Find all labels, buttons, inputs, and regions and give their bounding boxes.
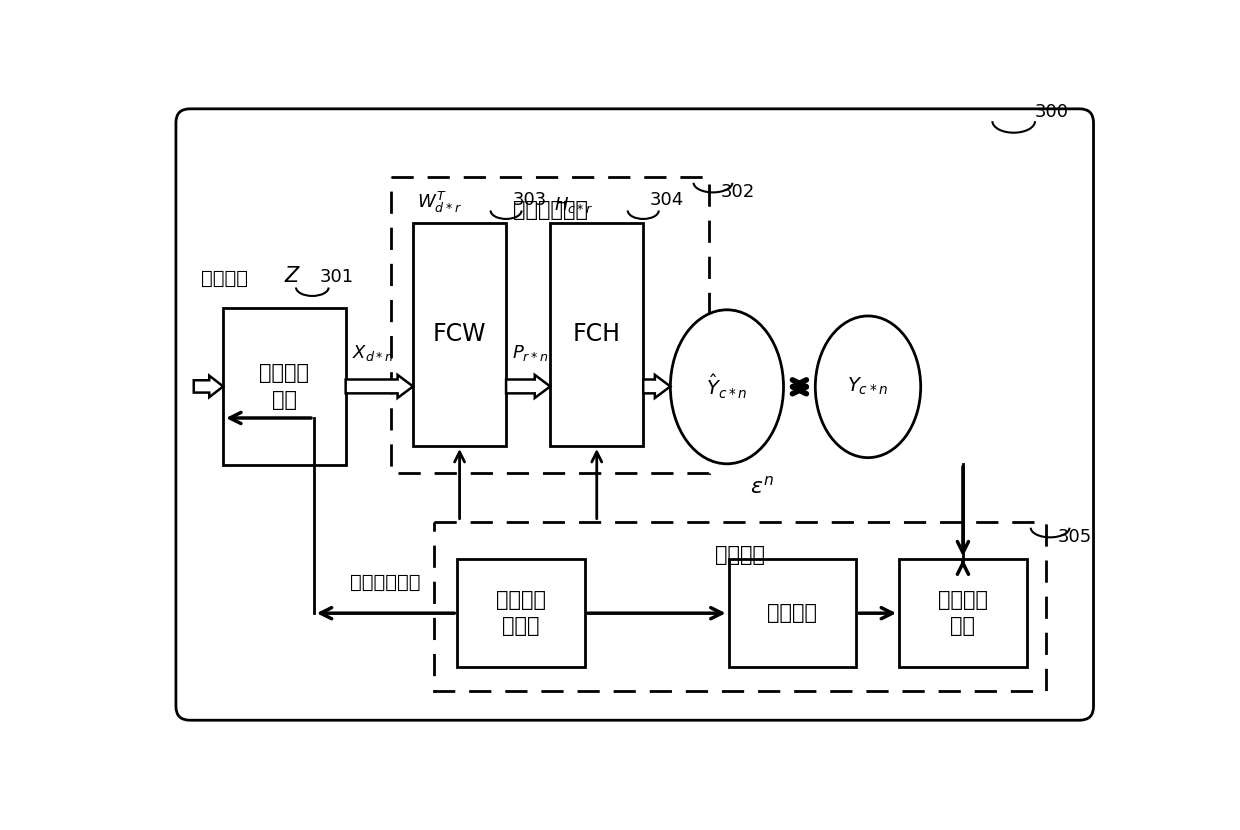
Polygon shape xyxy=(193,376,223,398)
Text: $X_{d*n}$: $X_{d*n}$ xyxy=(352,344,393,364)
Text: 303: 303 xyxy=(512,191,547,209)
Text: 特征提取
网络: 特征提取 网络 xyxy=(259,364,310,410)
Bar xyxy=(899,559,1027,667)
Text: 特征映射网络: 特征映射网络 xyxy=(513,200,588,220)
Text: $Z$: $Z$ xyxy=(284,266,301,286)
Text: 302: 302 xyxy=(720,183,755,201)
Ellipse shape xyxy=(816,316,920,457)
Bar xyxy=(551,222,644,446)
Text: 301: 301 xyxy=(320,268,353,286)
Text: 计算梯度: 计算梯度 xyxy=(768,603,817,623)
Polygon shape xyxy=(506,375,551,398)
Bar xyxy=(434,521,1047,691)
Text: 计算权值
更新量: 计算权值 更新量 xyxy=(496,590,546,637)
Text: 计算优化
函数: 计算优化 函数 xyxy=(937,590,988,637)
Text: 304: 304 xyxy=(650,191,683,209)
Text: 300: 300 xyxy=(1034,103,1069,121)
Text: 305: 305 xyxy=(1058,528,1092,545)
Text: 更新权值参数: 更新权值参数 xyxy=(351,573,420,592)
Text: $\hat{Y}_{c*n}$: $\hat{Y}_{c*n}$ xyxy=(707,373,748,401)
Bar xyxy=(729,559,857,667)
Polygon shape xyxy=(346,375,413,398)
FancyBboxPatch shape xyxy=(176,109,1094,720)
Text: 处理单元: 处理单元 xyxy=(715,544,765,564)
Text: 输入图片: 输入图片 xyxy=(201,269,248,288)
Bar xyxy=(458,559,585,667)
Bar xyxy=(392,177,709,473)
Text: $P_{r*n}$: $P_{r*n}$ xyxy=(512,344,548,364)
Text: FCW: FCW xyxy=(433,322,486,346)
Text: $W^T_{d*r}$: $W^T_{d*r}$ xyxy=(417,190,461,215)
Ellipse shape xyxy=(671,310,784,464)
Text: $\varepsilon^n$: $\varepsilon^n$ xyxy=(750,476,774,497)
Bar xyxy=(413,222,506,446)
Bar xyxy=(223,307,346,466)
Text: $H_{c*r}$: $H_{c*r}$ xyxy=(554,195,594,215)
Text: FCH: FCH xyxy=(573,322,621,346)
Polygon shape xyxy=(644,375,671,398)
Text: $Y_{c*n}$: $Y_{c*n}$ xyxy=(847,376,889,398)
